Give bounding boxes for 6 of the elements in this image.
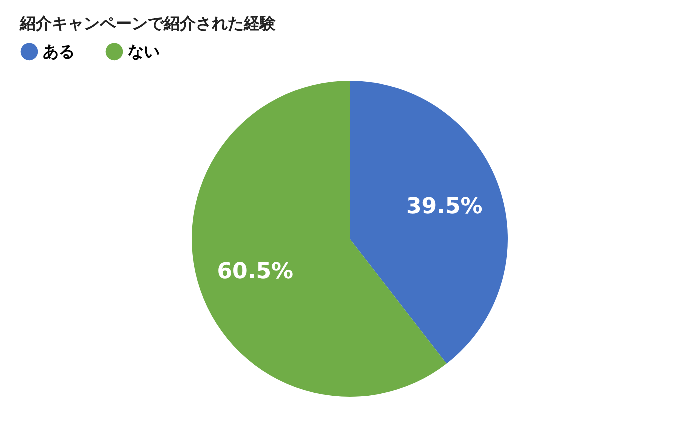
data-label: 39.5% bbox=[406, 194, 483, 220]
pie-slice bbox=[350, 81, 508, 364]
legend-label: ない bbox=[128, 42, 160, 61]
legend-label: ある bbox=[43, 42, 75, 61]
data-label: 60.5% bbox=[217, 259, 294, 284]
chart-title: 紹介キャンペーンで紹介された経験 bbox=[19, 14, 277, 33]
